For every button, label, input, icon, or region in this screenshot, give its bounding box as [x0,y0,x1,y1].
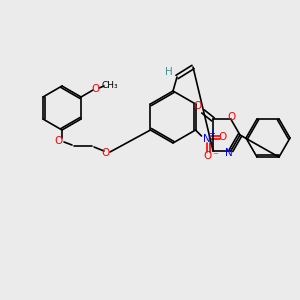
Text: O: O [194,101,202,111]
Text: O: O [91,84,99,94]
Text: N: N [202,134,210,144]
Text: O: O [55,136,63,146]
Text: O: O [218,133,226,142]
Text: CH₃: CH₃ [102,80,118,89]
Text: +: + [208,130,215,139]
Text: O: O [102,148,110,158]
Text: O: O [227,112,235,122]
Text: ⁻: ⁻ [213,151,218,161]
Text: H: H [165,67,173,77]
Text: O: O [203,151,211,161]
Text: N: N [225,148,233,158]
